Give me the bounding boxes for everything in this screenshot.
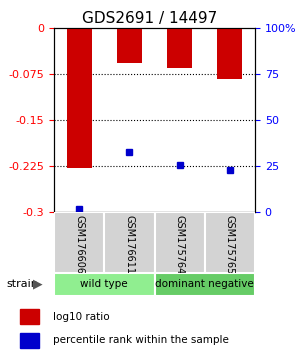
Text: GSM175765: GSM175765: [225, 215, 235, 275]
Text: GDS2691 / 14497: GDS2691 / 14497: [82, 11, 218, 25]
Bar: [205, 212, 255, 273]
Bar: [54, 273, 154, 296]
Bar: [20, 309, 39, 324]
Bar: [117, 28, 142, 63]
Bar: [217, 28, 242, 79]
Bar: [104, 212, 154, 273]
Text: GSM175764: GSM175764: [175, 215, 184, 275]
Text: dominant negative: dominant negative: [155, 279, 254, 289]
Text: percentile rank within the sample: percentile rank within the sample: [53, 336, 229, 346]
Bar: [154, 273, 255, 296]
Text: wild type: wild type: [80, 279, 128, 289]
Text: strain: strain: [6, 279, 38, 289]
Text: GSM176606: GSM176606: [74, 215, 84, 274]
Text: ▶: ▶: [33, 278, 42, 291]
Text: GSM176611: GSM176611: [124, 215, 134, 274]
Bar: [154, 212, 205, 273]
Text: log10 ratio: log10 ratio: [53, 312, 110, 321]
Bar: [167, 28, 192, 68]
Bar: [54, 212, 104, 273]
Bar: [67, 28, 92, 168]
Bar: [20, 333, 39, 348]
